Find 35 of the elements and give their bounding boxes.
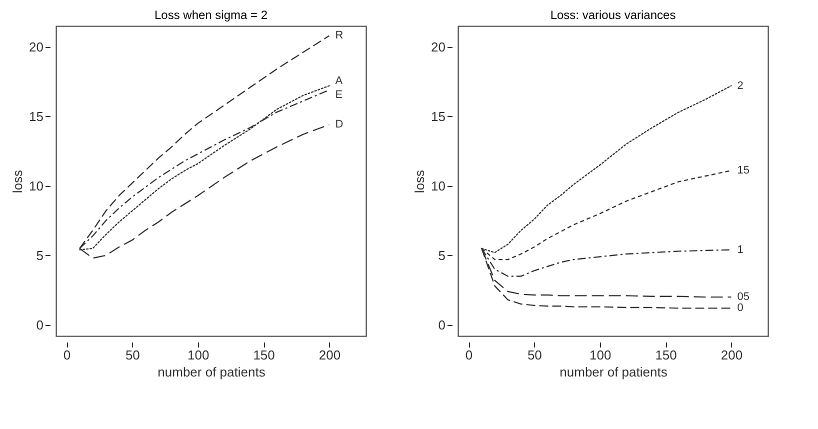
y-tick-label: 20 — [29, 39, 44, 54]
y-axis-title: loss — [412, 169, 428, 194]
x-tick-label: 100 — [188, 348, 210, 362]
series-label: 15 — [737, 164, 750, 177]
y-tick-label: 15 — [431, 108, 446, 124]
x-tick-label: 0 — [63, 348, 71, 362]
series-label: E — [335, 88, 343, 101]
series-label: 05 — [737, 291, 750, 304]
y-tick-label: 5 — [438, 248, 446, 263]
x-tick-label: 150 — [253, 348, 275, 362]
y-tick-label: 0 — [36, 317, 44, 332]
x-tick-label: 150 — [655, 348, 677, 362]
x-tick-label: 200 — [318, 348, 341, 362]
series-label: 0 — [737, 302, 744, 314]
y-tick-label: 10 — [29, 178, 44, 194]
chart-title: Loss: various variances — [550, 8, 676, 22]
x-tick-label: 50 — [125, 348, 140, 362]
chart-title: Loss when sigma = 2 — [154, 8, 268, 22]
x-tick-label: 100 — [590, 348, 612, 362]
y-tick-label: 10 — [431, 178, 446, 194]
x-tick-label: 50 — [527, 348, 542, 362]
series-label: R — [335, 30, 344, 42]
x-tick-label: 200 — [720, 348, 743, 362]
x-axis-title: number of patients — [560, 364, 668, 380]
x-axis-title: number of patients — [158, 364, 266, 380]
y-tick-label: 15 — [29, 108, 44, 124]
y-tick-label: 20 — [431, 39, 446, 54]
y-tick-label: 5 — [36, 248, 44, 263]
y-tick-label: 0 — [438, 317, 446, 332]
series-label: D — [335, 118, 344, 131]
series-label: 1 — [737, 244, 744, 256]
series-label: 2 — [737, 80, 744, 92]
series-label: A — [335, 74, 344, 87]
y-axis-title: loss — [10, 169, 26, 194]
x-tick-label: 0 — [465, 348, 473, 362]
